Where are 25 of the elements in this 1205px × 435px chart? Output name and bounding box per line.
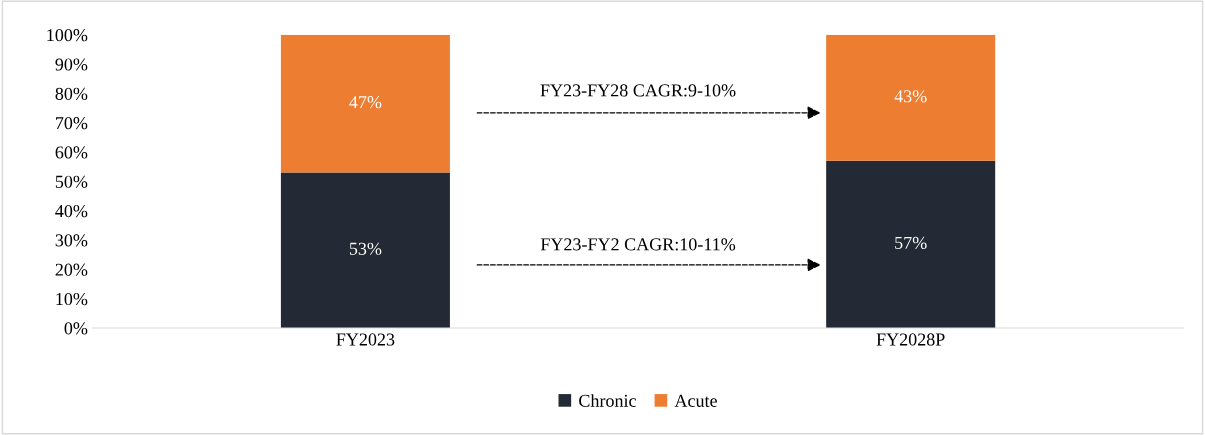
y-tick-label: 60% <box>55 146 88 159</box>
y-tick-label: 90% <box>55 58 88 71</box>
y-tick-label: 70% <box>56 117 88 130</box>
data-label: 53% <box>349 242 382 255</box>
bar <box>280 34 450 173</box>
x-tick-label: FY2023 <box>336 333 395 346</box>
bar <box>826 160 996 328</box>
y-tick-label: 40% <box>55 204 88 218</box>
y-tick-label: 30% <box>55 234 88 247</box>
annotation: FY23-FY28 CAGR:9-10% <box>540 84 736 97</box>
x-tick-label: FY2028P <box>876 333 945 346</box>
legend-label: Acute <box>674 394 717 407</box>
data-label: 57% <box>895 236 927 250</box>
data-label: 43% <box>894 90 927 103</box>
y-tick-label: 80% <box>55 87 88 100</box>
bar <box>280 172 450 328</box>
bar <box>826 34 996 161</box>
y-tick-label: 100% <box>47 29 88 42</box>
legend-label: Chronic <box>579 394 636 407</box>
y-tick-label: 0% <box>64 322 88 335</box>
y-tick-label: 10% <box>56 292 88 306</box>
data-label: 47% <box>349 96 382 109</box>
y-tick-label: 50% <box>55 175 88 188</box>
annotation: FY23-FY2 CAGR:10-11% <box>540 238 736 251</box>
y-tick-label: 20% <box>55 263 88 276</box>
